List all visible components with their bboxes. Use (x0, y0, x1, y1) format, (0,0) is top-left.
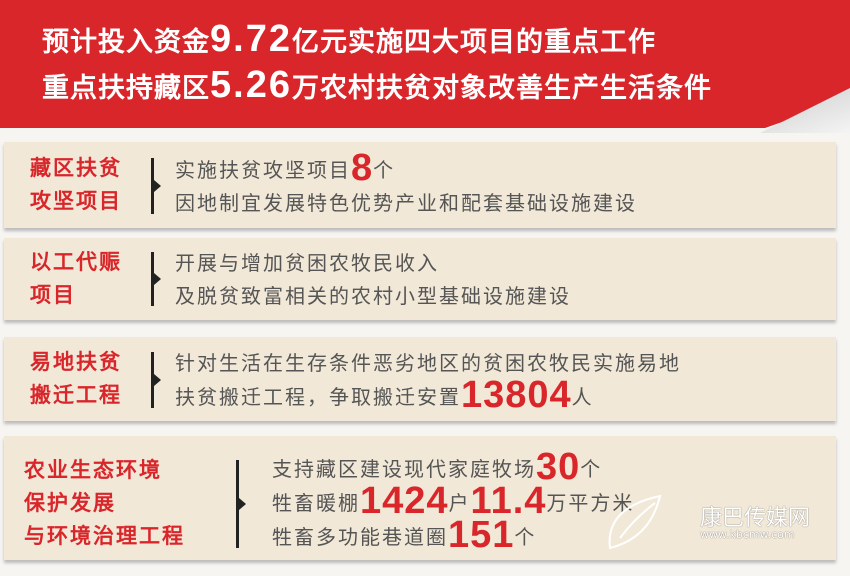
panel-text: 针对生活在生存条件恶劣地区的贫困农牧民实施易地 扶贫搬迁工程，争取搬迁安置138… (175, 347, 681, 414)
text: 户 (448, 491, 471, 515)
watermark-url: www.kbcmw.com (700, 528, 795, 541)
panel-text: 实施扶贫攻坚项目8个 因地制宜发展特色优势产业和配套基础设施建设 (175, 149, 637, 220)
separator (236, 460, 239, 548)
text: 人 (571, 385, 594, 409)
banner-line-2: 重点扶持藏区5.26万农村扶贫对象改善生产生活条件 (42, 64, 712, 107)
title-line: 搬迁工程 (30, 383, 122, 407)
text: 扶贫搬迁工程，争取搬迁安置 (175, 385, 461, 409)
title-line: 藏区扶贫 (30, 156, 122, 180)
title-line: 与环境治理工程 (24, 524, 185, 548)
banner-text: 万农村扶贫对象改善生产生活条件 (291, 73, 712, 104)
watermark: 康巴传媒网 www.kbcmw.com (600, 488, 810, 562)
separator (151, 252, 154, 306)
text: 针对生活在生存条件恶劣地区的贫困农牧民实施易地 (175, 351, 681, 375)
arrow-icon (239, 498, 246, 510)
panel-text: 开展与增加贫困农牧民收入 及脱贫致富相关的农村小型基础设施建设 (175, 247, 571, 313)
text: 及脱贫致富相关的农村小型基础设施建设 (175, 284, 571, 308)
panel-ecology (4, 436, 836, 560)
highlight-number: 30 (536, 446, 581, 488)
banner-text: 预计投入资金 (42, 27, 210, 58)
arrow-icon (154, 374, 161, 386)
arrow-icon (154, 180, 161, 192)
title-line: 易地扶贫 (30, 350, 122, 374)
panel-title: 以工代赈 项目 (30, 246, 122, 312)
header-banner (0, 0, 850, 128)
panel-title: 易地扶贫 搬迁工程 (30, 346, 122, 412)
title-line: 攻坚项目 (30, 189, 122, 213)
text: 牲畜多功能巷道圈 (272, 525, 448, 549)
highlight-number: 1424 (360, 480, 449, 522)
panel-tibet-poverty (4, 142, 836, 228)
text: 个 (580, 457, 603, 481)
banner-number: 9.72 (210, 18, 292, 60)
text: 实施扶贫攻坚项目 (175, 158, 351, 182)
title-line: 项目 (30, 283, 76, 307)
panel-title: 农业生态环境 保护发展与环境治理工程 (24, 454, 185, 553)
text: 万平方米 (546, 491, 635, 515)
text: 个 (514, 525, 537, 549)
banner-line-1: 预计投入资金9.72亿元实施四大项目的重点工作 (42, 18, 656, 61)
highlight-number: 151 (448, 514, 515, 556)
highlight-number: 13804 (461, 374, 572, 416)
banner-text: 重点扶持藏区 (42, 73, 210, 104)
highlight-number: 8 (351, 147, 374, 189)
text: 因地制宜发展特色优势产业和配套基础设施建设 (175, 191, 637, 215)
title-line: 农业生态环境 (24, 458, 162, 482)
panel-text: 支持藏区建设现代家庭牧场30个 牲畜暖棚1424户11.4万平方米 牲畜多功能巷… (272, 448, 635, 556)
separator (151, 352, 154, 408)
banner-number: 5.26 (210, 64, 292, 106)
watermark-name: 康巴传媒网 (700, 506, 811, 531)
panel-title: 藏区扶贫 攻坚项目 (30, 152, 122, 218)
arrow-icon (154, 273, 161, 285)
leaf-logo-icon (608, 494, 662, 550)
separator (151, 158, 154, 214)
highlight-number: 11.4 (470, 480, 547, 522)
text: 支持藏区建设现代家庭牧场 (272, 457, 536, 481)
text: 牲畜暖棚 (272, 491, 360, 515)
text: 开展与增加贫困农牧民收入 (175, 251, 439, 275)
title-line: 保护发展 (24, 491, 116, 515)
panel-work-relief (4, 238, 836, 320)
panel-relocation (4, 337, 836, 421)
text: 个 (373, 158, 396, 182)
title-line: 以工代赈 (30, 250, 122, 274)
banner-text: 亿元实施四大项目的重点工作 (291, 27, 656, 58)
